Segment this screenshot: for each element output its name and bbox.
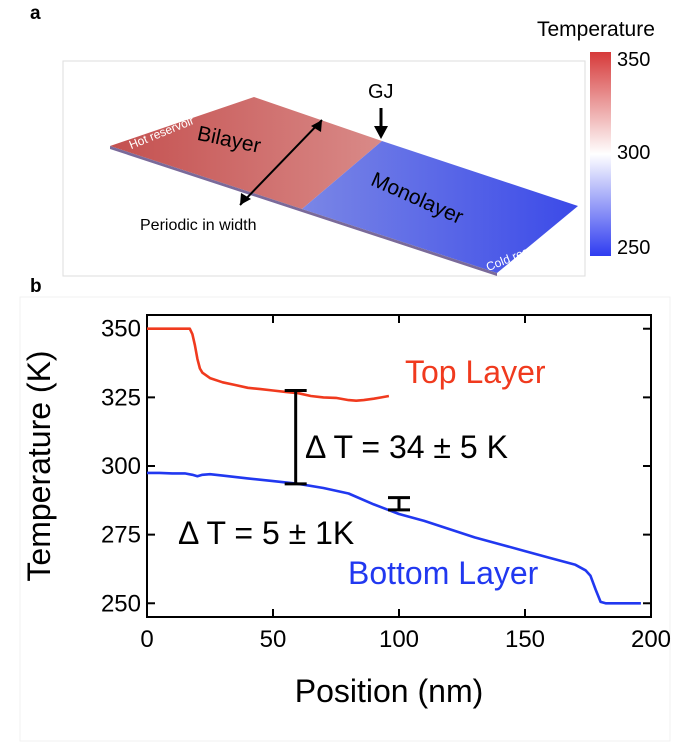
- annotation-delta-t-bottom: Δ T = 5 ± 1K: [178, 515, 354, 551]
- y-tick-label: 325: [101, 384, 141, 411]
- gj-arrow-head: [374, 126, 388, 139]
- x-tick-label: 150: [505, 626, 545, 653]
- monolayer-sheet: [302, 141, 578, 273]
- panel-b-frame: [19, 296, 671, 742]
- gj-label: GJ: [368, 81, 394, 103]
- x-tick-label: 0: [140, 626, 153, 653]
- y-tick-label: 275: [101, 522, 141, 549]
- panel-b-label: b: [30, 276, 42, 297]
- colorbar-tick-250: 250: [617, 237, 651, 259]
- annotation-top-layer: Top Layer: [405, 354, 546, 390]
- x-tick-label: 50: [260, 626, 287, 653]
- series-line-top-layer: [147, 327, 390, 403]
- colorbar: [590, 52, 611, 256]
- colorbar-tick-300: 300: [617, 142, 651, 164]
- x-tick-label: 200: [631, 626, 671, 653]
- annotation-bottom-layer: Bottom Layer: [348, 555, 539, 591]
- y-tick-label: 250: [101, 590, 141, 617]
- colorbar-title: Temperature: [537, 18, 655, 41]
- panel-a-label: a: [30, 3, 41, 24]
- series-line-bottom-layer: [147, 471, 641, 605]
- periodic-arrow-line: [239, 119, 323, 206]
- colorbar-tick-350: 350: [617, 49, 651, 71]
- y-tick-label: 300: [101, 453, 141, 480]
- y-tick-label: 350: [101, 316, 141, 343]
- x-tick-label: 100: [379, 626, 419, 653]
- y-axis-label: Temperature (K): [21, 350, 57, 581]
- x-axis-label: Position (nm): [295, 673, 484, 709]
- sheet-edge: [110, 146, 497, 276]
- annotation-delta-t-top: Δ T = 34 ± 5 K: [305, 429, 508, 465]
- line-chart: 0 50 100 150 200 250 275 300 325 350 Position (nm)…: [21, 314, 671, 709]
- periodic-arrow-head-1: [240, 193, 251, 205]
- periodic-label: Periodic in width: [140, 217, 257, 234]
- periodic-arrow-head-2: [311, 120, 322, 132]
